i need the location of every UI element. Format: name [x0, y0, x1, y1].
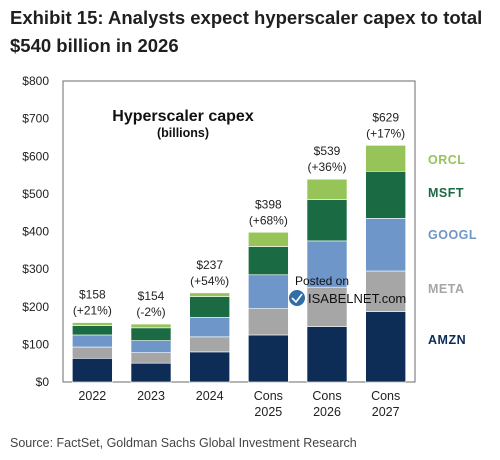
legend-label-msft: MSFT	[428, 186, 464, 200]
bar-growth-label: (+68%)	[249, 213, 288, 227]
bar-segment-orcl	[72, 322, 113, 326]
bar-segment-amzn	[248, 334, 289, 383]
y-tick-label: $100	[22, 337, 49, 351]
chart-title: Exhibit 15: Analysts expect hyperscaler …	[10, 4, 490, 60]
bar-growth-label: (+17%)	[366, 126, 405, 140]
bar-segment-msft	[306, 199, 348, 242]
bar-segment-amzn	[189, 351, 230, 383]
plot-frame	[62, 80, 416, 383]
bar-total-label: $539	[314, 144, 341, 158]
bar-segment-amzn	[365, 311, 406, 383]
bar-segment-msft	[189, 296, 230, 318]
x-tick-label: Cons	[312, 389, 341, 403]
watermark-check-icon	[291, 293, 303, 304]
bar-segment-msft	[365, 171, 406, 219]
bar-segment-meta	[189, 336, 230, 353]
y-tick-label: $400	[22, 225, 49, 239]
bar-segment-msft	[72, 325, 113, 336]
y-tick-label: $300	[22, 262, 49, 276]
bar-segment-amzn	[306, 326, 348, 383]
x-tick-label: 2026	[313, 405, 341, 419]
chart-title-line-1: Exhibit 15: Analysts expect hyperscaler …	[10, 7, 483, 28]
bar-total-label: $158	[79, 288, 106, 302]
watermark-line-2: ISABELNET.com	[308, 291, 406, 306]
y-tick-label: $700	[22, 112, 49, 126]
bar-segment-googl	[72, 334, 113, 348]
bar-segment-googl	[306, 240, 348, 288]
x-tick-label: 2025	[254, 405, 282, 419]
bar-segment-meta	[365, 270, 406, 312]
legend-label-amzn: AMZN	[428, 333, 466, 347]
bar-segment-amzn	[130, 362, 172, 383]
bar-segment-googl	[248, 274, 289, 309]
chart-title-line-2: $540 billion in 2026	[10, 35, 179, 56]
bar-segment-orcl	[306, 178, 348, 200]
x-tick-label: Cons	[254, 389, 283, 403]
bar-segment-googl	[189, 316, 230, 338]
x-tick-label: 2024	[196, 389, 224, 403]
source-note: Source: FactSet, Goldman Sachs Global In…	[10, 436, 357, 450]
bar-growth-label: (-2%)	[136, 305, 165, 319]
bar-segment-meta	[248, 308, 289, 336]
bar-growth-label: (+54%)	[190, 274, 229, 288]
bar-segment-googl	[130, 340, 172, 353]
bar-segment-orcl	[130, 323, 172, 329]
bar-total-label: $629	[372, 110, 399, 124]
watermark-logo-icon	[289, 290, 305, 306]
bar-segment-orcl	[248, 231, 289, 247]
bar-growth-label: (+21%)	[73, 304, 112, 318]
bar-segment-meta	[72, 346, 113, 359]
y-tick-label: $500	[22, 187, 49, 201]
y-tick-label: $800	[22, 74, 49, 88]
x-tick-label: Cons	[371, 389, 400, 403]
x-tick-label: 2023	[137, 389, 165, 403]
bar-segment-orcl	[365, 145, 406, 172]
legend-label-googl: GOOGL	[428, 228, 477, 242]
legend-label-meta: META	[428, 282, 465, 296]
bar-total-label: $237	[196, 258, 223, 272]
bar-segment-msft	[130, 327, 172, 341]
bar-total-label: $398	[255, 197, 282, 211]
y-tick-label: $200	[22, 300, 49, 314]
bar-segment-googl	[365, 218, 406, 272]
bar-growth-label: (+36%)	[307, 160, 346, 174]
watermark-line-1: Posted on	[295, 274, 349, 288]
bar-total-label: $154	[138, 289, 165, 303]
bar-segment-msft	[248, 246, 289, 276]
inner-chart-title: Hyperscaler capex	[112, 108, 254, 125]
y-tick-label: $600	[22, 149, 49, 163]
bar-segment-meta	[130, 352, 172, 364]
bar-segment-meta	[306, 286, 348, 327]
y-tick-label: $0	[36, 375, 50, 389]
inner-chart-subtitle: (billions)	[157, 126, 209, 140]
bar-segment-orcl	[189, 292, 230, 297]
x-tick-label: 2027	[372, 405, 400, 419]
bar-segment-amzn	[72, 357, 113, 383]
x-tick-label: 2022	[78, 389, 106, 403]
legend-label-orcl: ORCL	[428, 153, 465, 167]
